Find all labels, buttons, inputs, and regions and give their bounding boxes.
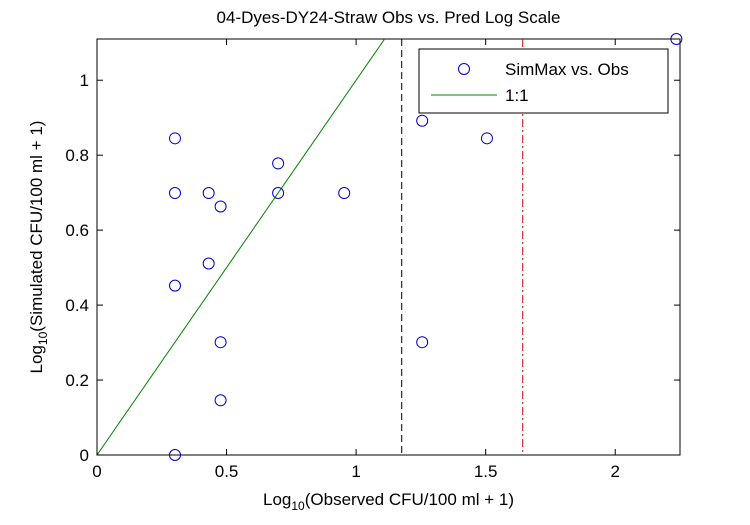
legend-marker-swatch bbox=[458, 63, 470, 75]
data-point bbox=[272, 157, 285, 170]
x-tick-label: 1 bbox=[351, 462, 360, 481]
x-axis-label-subscript: 10 bbox=[291, 499, 305, 513]
y-axis-label-suffix: (Simulated CFU/100 ml + 1) bbox=[27, 121, 46, 332]
x-axis-label-suffix: (Observed CFU/100 ml + 1) bbox=[305, 490, 514, 509]
data-point bbox=[272, 187, 285, 200]
x-axis: 0 0.5 1 1.5 2 bbox=[92, 39, 620, 481]
x-tick-label: 0.5 bbox=[215, 462, 239, 481]
series-lines bbox=[97, 39, 386, 455]
data-point bbox=[168, 279, 181, 292]
data-point bbox=[168, 132, 181, 145]
data-point bbox=[214, 394, 227, 407]
data-point bbox=[670, 33, 683, 45]
x-axis-label: Log10(Observed CFU/100 ml + 1) bbox=[263, 490, 514, 513]
x-tick-label: 0 bbox=[92, 462, 101, 481]
y-tick-label: 1 bbox=[80, 71, 89, 90]
x-axis-label-prefix: Log bbox=[263, 490, 291, 509]
legend-label: 1:1 bbox=[505, 86, 529, 105]
y-axis-label: Log10(Simulated CFU/100 ml + 1) bbox=[27, 121, 50, 374]
legend: SimMax vs. Obs 1:1 bbox=[418, 48, 669, 114]
x-tick-label: 2 bbox=[610, 462, 619, 481]
y-axis-label-prefix: Log bbox=[27, 345, 46, 373]
data-point bbox=[338, 187, 351, 200]
y-tick-label: 0.4 bbox=[65, 296, 89, 315]
data-point bbox=[416, 336, 429, 349]
data-point bbox=[202, 187, 215, 200]
y-axis: 0 0.2 0.4 0.6 0.8 1 bbox=[65, 71, 680, 465]
data-point bbox=[214, 200, 227, 213]
data-point bbox=[168, 449, 181, 461]
x-tick-label: 1.5 bbox=[474, 462, 498, 481]
legend-label: SimMax vs. Obs bbox=[505, 60, 629, 79]
y-tick-label: 0.2 bbox=[65, 371, 89, 390]
y-tick-label: 0.8 bbox=[65, 146, 89, 165]
one-to-one-line bbox=[97, 39, 386, 455]
data-point bbox=[416, 114, 429, 127]
data-point bbox=[168, 187, 181, 200]
y-tick-label: 0.6 bbox=[65, 221, 89, 240]
data-markers bbox=[168, 33, 683, 461]
data-point bbox=[202, 257, 215, 270]
chart-title: 04-Dyes-DY24-Straw Obs vs. Pred Log Scal… bbox=[217, 8, 561, 27]
data-point bbox=[214, 336, 227, 349]
y-tick-label: 0 bbox=[80, 446, 89, 465]
legend-box bbox=[418, 48, 669, 114]
y-axis-label-subscript: 10 bbox=[36, 331, 50, 345]
data-point bbox=[480, 132, 493, 145]
